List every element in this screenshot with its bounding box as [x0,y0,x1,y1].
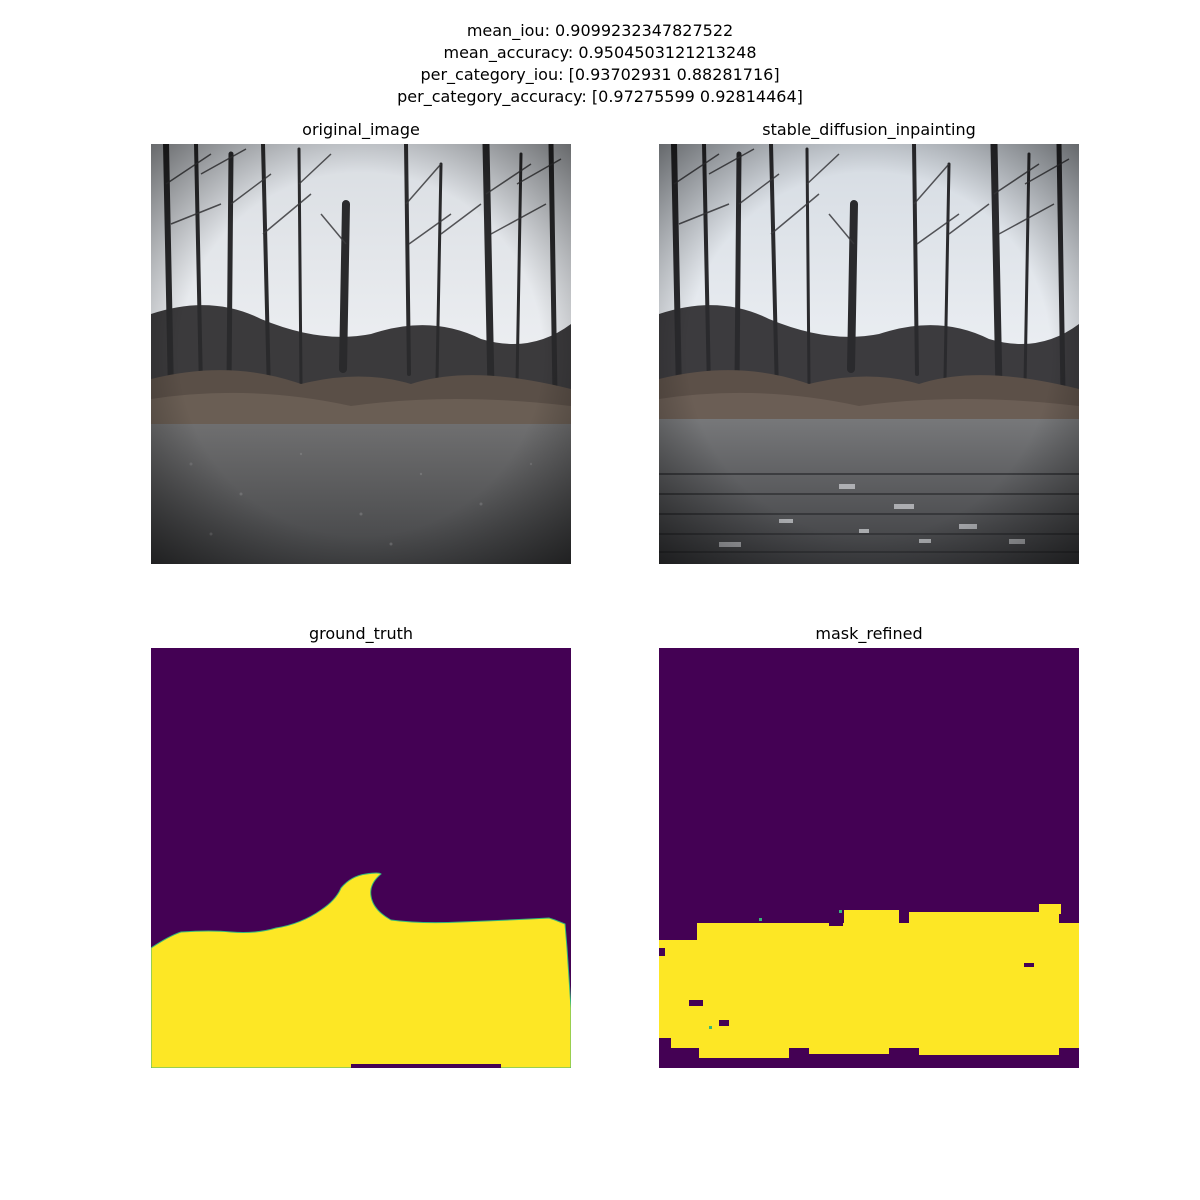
mask-refined-title: mask_refined [815,624,923,643]
figure-suptitle: mean_iou: 0.9099232347827522 mean_accura… [0,20,1200,108]
mean-iou-text: mean_iou: 0.9099232347827522 [466,21,734,40]
inpainted-image-graphic [659,144,1079,564]
original-image [151,144,571,564]
per-category-accuracy-text: per_category_accuracy: [0.97275599 0.928… [397,87,803,106]
ground-truth-mask-graphic [151,648,571,1068]
per-category-iou-text: per_category_iou: [0.93702931 0.88281716… [420,65,780,84]
mean-accuracy-text: mean_accuracy: 0.9504503121213248 [443,43,757,62]
original-image-title: original_image [302,120,420,139]
original-image-graphic [151,144,571,564]
inpainting-title: stable_diffusion_inpainting [762,120,976,139]
ground-truth-title: ground_truth [308,624,413,643]
ground-truth-mask [151,648,571,1068]
mask-refined-graphic [659,648,1079,1068]
inpainted-image [659,144,1079,564]
mask-refined [659,648,1079,1068]
